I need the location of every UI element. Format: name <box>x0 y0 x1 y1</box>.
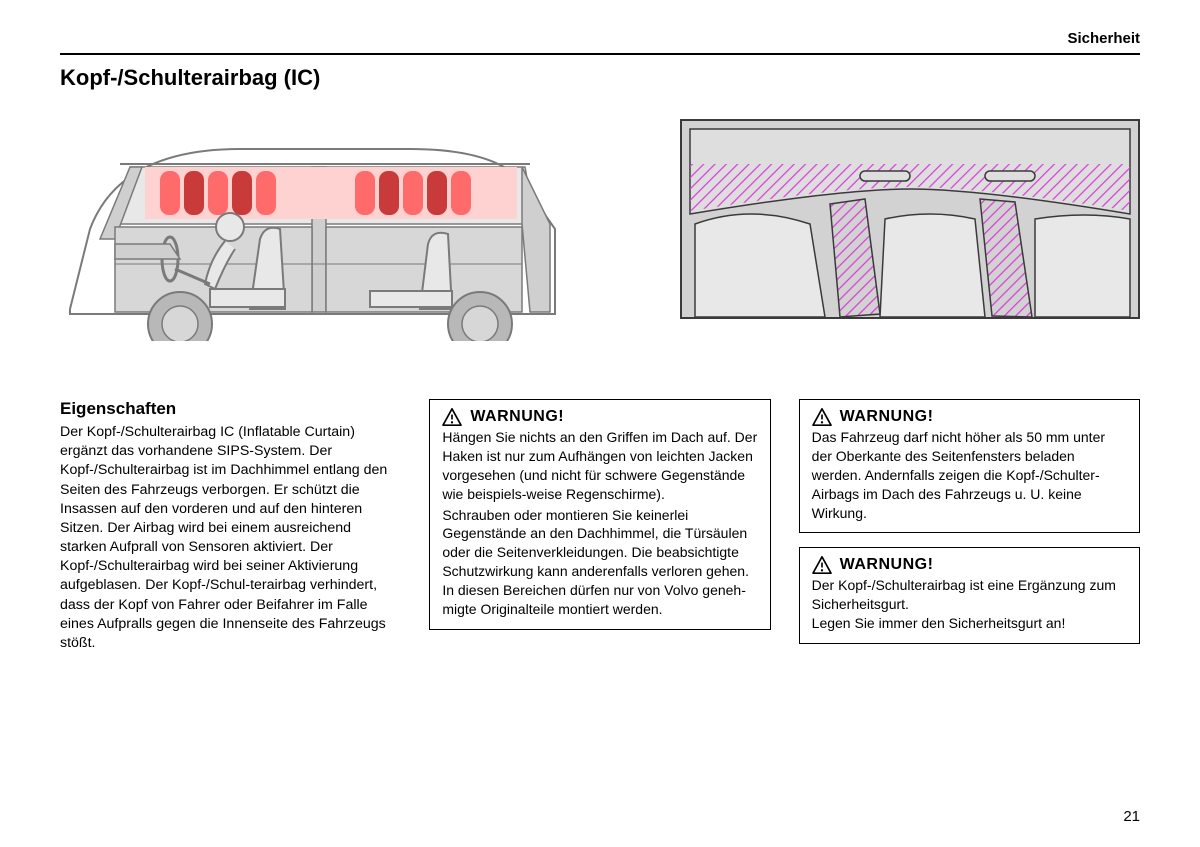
warning-title-1: WARNUNG! <box>470 408 564 426</box>
warning-box-3: WARNUNG! Der Kopf-/Schulterairbag ist ei… <box>799 547 1140 644</box>
column-warning-1: WARNUNG! Hängen Sie nichts an den Griffe… <box>429 399 770 658</box>
properties-heading: Eigenschaften <box>60 399 401 419</box>
text-columns: Eigenschaften Der Kopf-/Schulterairbag I… <box>60 399 1140 658</box>
illustration-car-side <box>60 109 560 359</box>
illustrations-row <box>60 109 1140 359</box>
warning-icon <box>812 408 832 426</box>
warning-3-p1: Der Kopf-/Schulterairbag ist eine Ergänz… <box>812 576 1127 614</box>
warning-1-p2: Schrauben oder montieren Sie keinerlei G… <box>442 506 757 619</box>
header-section: Sicherheit <box>60 30 1140 55</box>
column-properties: Eigenschaften Der Kopf-/Schulterairbag I… <box>60 399 401 658</box>
page-title: Kopf-/Schulterairbag (IC) <box>60 65 1140 91</box>
warning-1-p1: Hängen Sie nichts an den Griffen im Dach… <box>442 428 757 504</box>
warning-2-text: Das Fahrzeug darf nicht höher als 50 mm … <box>812 428 1127 522</box>
warning-title-3: WARNUNG! <box>840 556 934 574</box>
warning-title-2: WARNUNG! <box>840 408 934 426</box>
column-warnings-right: WARNUNG! Das Fahrzeug darf nicht höher a… <box>799 399 1140 658</box>
illustration-interior-roof <box>680 119 1140 319</box>
warning-box-1: WARNUNG! Hängen Sie nichts an den Griffe… <box>429 399 770 630</box>
page-number: 21 <box>1123 808 1140 825</box>
warning-3-p2: Legen Sie immer den Sicherheitsgurt an! <box>812 614 1127 633</box>
properties-text: Der Kopf-/Schulterairbag IC (Inflatable … <box>60 423 401 653</box>
warning-box-2: WARNUNG! Das Fahrzeug darf nicht höher a… <box>799 399 1140 533</box>
warning-icon <box>812 556 832 574</box>
warning-icon <box>442 408 462 426</box>
